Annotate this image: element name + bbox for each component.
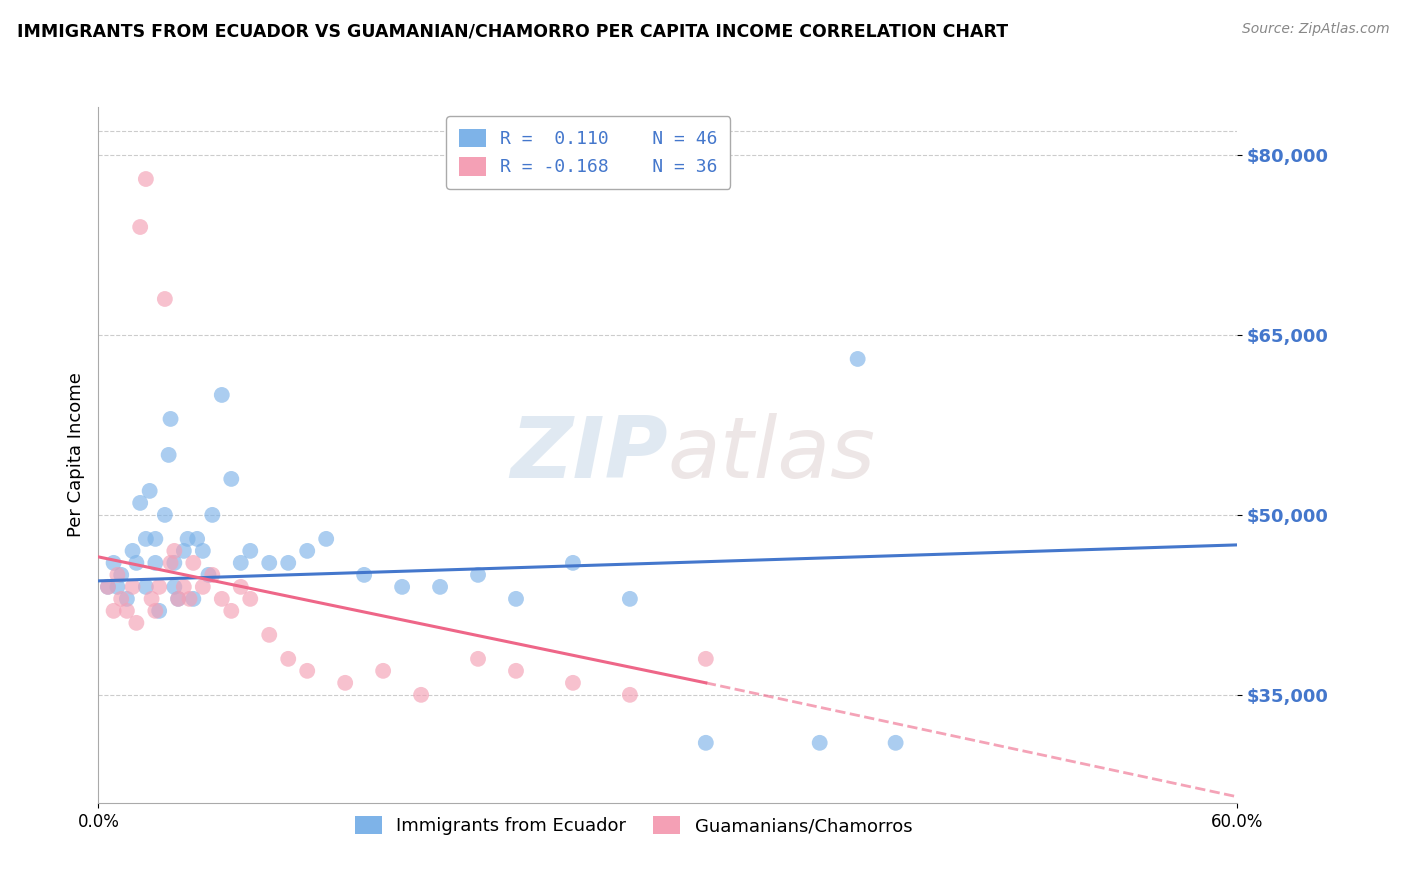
- Point: [173, 580, 195, 594]
- Point: [183, 591, 205, 606]
- Point: [191, 580, 214, 594]
- Point: [148, 580, 170, 594]
- Point: [229, 556, 252, 570]
- Point: [695, 736, 717, 750]
- Point: [277, 652, 299, 666]
- Text: atlas: atlas: [668, 413, 876, 497]
- Point: [467, 652, 489, 666]
- Point: [619, 591, 641, 606]
- Point: [353, 567, 375, 582]
- Point: [145, 604, 167, 618]
- Text: IMMIGRANTS FROM ECUADOR VS GUAMANIAN/CHAMORRO PER CAPITA INCOME CORRELATION CHAR: IMMIGRANTS FROM ECUADOR VS GUAMANIAN/CHA…: [17, 22, 1008, 40]
- Point: [411, 688, 433, 702]
- Point: [176, 532, 198, 546]
- Point: [163, 556, 186, 570]
- Point: [221, 472, 243, 486]
- Point: [562, 556, 585, 570]
- Point: [138, 483, 160, 498]
- Point: [159, 412, 181, 426]
- Point: [145, 532, 167, 546]
- Point: [110, 591, 132, 606]
- Point: [695, 652, 717, 666]
- Point: [167, 591, 190, 606]
- Point: [197, 567, 219, 582]
- Point: [239, 544, 262, 558]
- Point: [141, 591, 163, 606]
- Point: [115, 591, 138, 606]
- Point: [110, 567, 132, 582]
- Text: Source: ZipAtlas.com: Source: ZipAtlas.com: [1241, 22, 1389, 37]
- Point: [846, 351, 869, 366]
- Point: [163, 544, 186, 558]
- Point: [121, 580, 143, 594]
- Point: [103, 556, 125, 570]
- Point: [167, 591, 190, 606]
- Point: [277, 556, 299, 570]
- Point: [121, 544, 143, 558]
- Point: [239, 591, 262, 606]
- Point: [201, 508, 224, 522]
- Point: [159, 556, 181, 570]
- Point: [259, 556, 281, 570]
- Point: [315, 532, 337, 546]
- Point: [107, 580, 129, 594]
- Point: [335, 676, 357, 690]
- Point: [391, 580, 413, 594]
- Point: [135, 580, 157, 594]
- Point: [371, 664, 394, 678]
- Point: [183, 556, 205, 570]
- Point: [259, 628, 281, 642]
- Point: [135, 172, 157, 186]
- Point: [129, 219, 152, 234]
- Point: [103, 604, 125, 618]
- Point: [562, 676, 585, 690]
- Point: [505, 664, 527, 678]
- Point: [97, 580, 120, 594]
- Point: [179, 591, 201, 606]
- Point: [467, 567, 489, 582]
- Point: [97, 580, 120, 594]
- Point: [107, 567, 129, 582]
- Point: [201, 567, 224, 582]
- Point: [129, 496, 152, 510]
- Point: [163, 580, 186, 594]
- Point: [297, 664, 319, 678]
- Point: [429, 580, 451, 594]
- Text: ZIP: ZIP: [510, 413, 668, 497]
- Point: [297, 544, 319, 558]
- Point: [191, 544, 214, 558]
- Point: [884, 736, 907, 750]
- Point: [135, 532, 157, 546]
- Point: [148, 604, 170, 618]
- Point: [157, 448, 180, 462]
- Point: [808, 736, 831, 750]
- Y-axis label: Per Capita Income: Per Capita Income: [66, 373, 84, 537]
- Point: [229, 580, 252, 594]
- Point: [619, 688, 641, 702]
- Point: [173, 544, 195, 558]
- Point: [221, 604, 243, 618]
- Point: [505, 591, 527, 606]
- Point: [153, 292, 176, 306]
- Point: [125, 556, 148, 570]
- Point: [115, 604, 138, 618]
- Point: [145, 556, 167, 570]
- Point: [186, 532, 208, 546]
- Point: [153, 508, 176, 522]
- Point: [211, 591, 233, 606]
- Legend: Immigrants from Ecuador, Guamanians/Chamorros: Immigrants from Ecuador, Guamanians/Cham…: [347, 809, 920, 842]
- Point: [211, 388, 233, 402]
- Point: [125, 615, 148, 630]
